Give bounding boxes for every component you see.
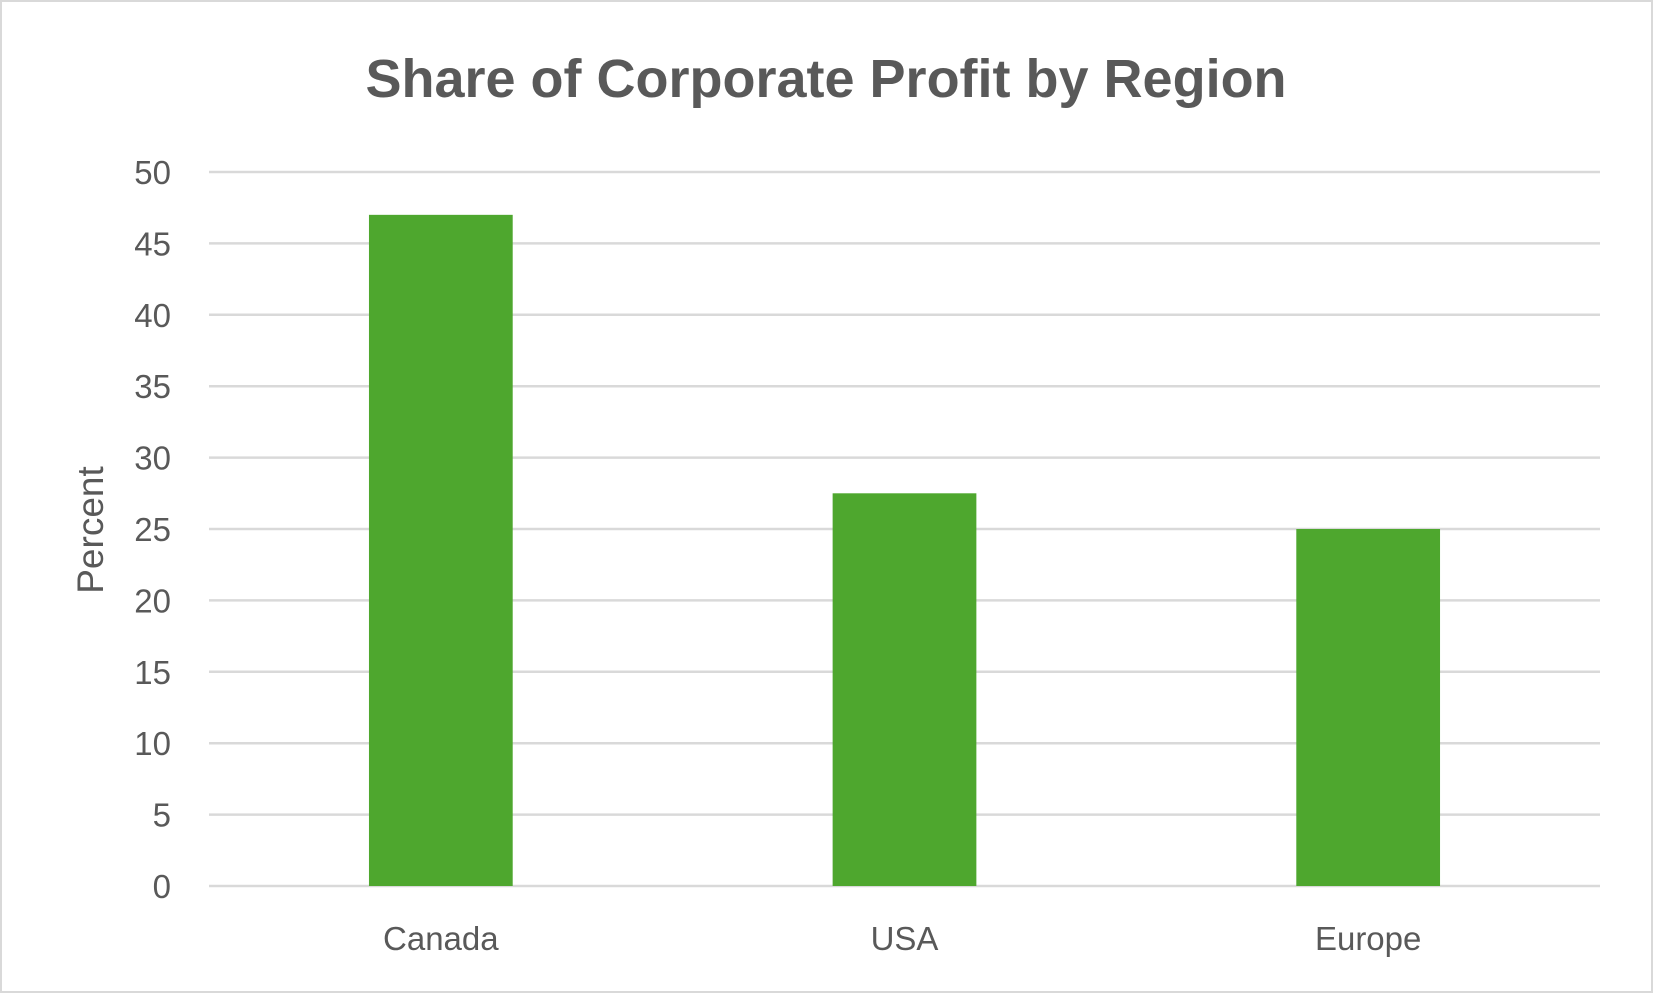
bar-europe bbox=[1296, 529, 1441, 886]
x-tick-label-canada: Canada bbox=[383, 920, 499, 957]
x-tick-label-usa: USA bbox=[871, 920, 939, 957]
chart-title: Share of Corporate Profit by Region bbox=[365, 49, 1286, 109]
y-tick-label: 15 bbox=[134, 654, 171, 691]
y-tick-label: 30 bbox=[134, 440, 171, 477]
y-tick-label: 10 bbox=[134, 725, 171, 762]
y-tick-label: 40 bbox=[134, 297, 171, 334]
x-axis-tick-labels: Canada USA Europe bbox=[383, 920, 1421, 957]
y-axis-tick-labels: 0 5 10 15 20 25 30 35 40 45 50 bbox=[134, 154, 171, 905]
bars bbox=[368, 214, 1441, 887]
x-tick-label-europe: Europe bbox=[1315, 920, 1421, 957]
bar-usa bbox=[832, 493, 977, 886]
y-tick-label: 45 bbox=[134, 225, 171, 262]
y-tick-label: 35 bbox=[134, 368, 171, 405]
bar-canada bbox=[368, 214, 513, 887]
y-tick-label: 0 bbox=[153, 868, 171, 905]
y-tick-label: 25 bbox=[134, 511, 171, 548]
y-tick-label: 50 bbox=[134, 154, 171, 191]
y-tick-label: 5 bbox=[153, 797, 171, 834]
y-axis-title: Percent bbox=[70, 466, 111, 594]
y-tick-label: 20 bbox=[134, 582, 171, 619]
